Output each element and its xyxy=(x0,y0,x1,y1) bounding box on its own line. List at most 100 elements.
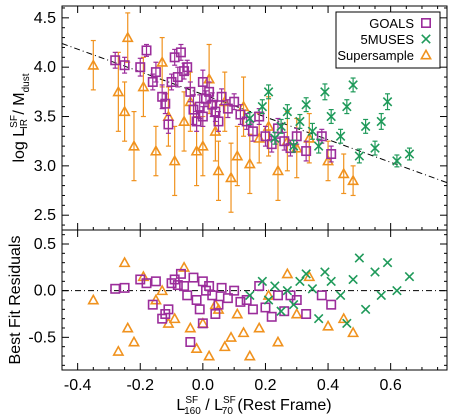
data-point-goals xyxy=(135,57,146,77)
residual-point-5muses xyxy=(257,276,268,287)
legend-marker-supersample xyxy=(420,48,432,60)
xtick-label: 0.6 xyxy=(380,377,402,394)
goals-marker xyxy=(213,116,224,127)
5muses-marker xyxy=(342,101,352,112)
residual-point-5muses xyxy=(354,253,365,263)
residual-point-supersample xyxy=(337,312,350,324)
residual-point-goals xyxy=(254,280,265,291)
legend-marker-5muses xyxy=(421,34,431,44)
residual-point-goals xyxy=(182,290,193,301)
supersample-marker xyxy=(137,80,150,92)
data-point-5muses xyxy=(288,139,299,153)
goals-marker xyxy=(229,96,240,107)
goals-marker xyxy=(135,62,146,73)
5muses-marker xyxy=(307,126,318,137)
5muses-marker xyxy=(335,131,346,142)
residual-point-supersample xyxy=(118,256,131,268)
legend-markers xyxy=(420,17,432,60)
data-point-supersample xyxy=(225,142,238,213)
supersample-marker xyxy=(347,174,360,186)
goals-marker xyxy=(291,131,302,142)
data-point-5muses xyxy=(326,109,336,125)
residual-point-supersample xyxy=(87,293,100,305)
5muses-marker xyxy=(288,141,299,151)
goals-marker xyxy=(222,103,233,114)
bottom-ylabel: Best Fit Residuals xyxy=(7,236,24,365)
goals-marker xyxy=(141,45,152,56)
residual-point-goals xyxy=(110,283,121,294)
residual-point-supersample xyxy=(218,340,231,352)
data-point-5muses xyxy=(282,104,293,120)
goals-marker xyxy=(188,104,199,115)
5muses-marker xyxy=(392,156,402,166)
data-point-5muses xyxy=(320,83,330,101)
data-point-supersample xyxy=(322,140,335,182)
data-point-goals xyxy=(316,128,327,144)
goals-marker xyxy=(110,55,121,66)
goals-marker xyxy=(163,119,174,130)
residual-point-goals xyxy=(301,308,312,319)
residual-point-goals xyxy=(188,272,199,283)
data-point-goals xyxy=(163,114,174,134)
goals-marker xyxy=(160,98,171,109)
residual-point-5muses xyxy=(342,318,352,329)
data-point-5muses xyxy=(313,138,324,154)
data-point-goals xyxy=(235,104,246,126)
data-point-5muses xyxy=(342,99,352,115)
5muses-marker xyxy=(245,113,255,124)
top-ytick-label: 4.0 xyxy=(34,59,56,76)
data-point-supersample xyxy=(149,125,162,177)
residual-point-goals xyxy=(260,302,271,313)
goals-marker xyxy=(207,99,218,110)
data-point-supersample xyxy=(178,91,191,152)
xtick-label: 0.0 xyxy=(192,377,214,394)
residual-point-supersample xyxy=(156,284,169,296)
supersample-marker xyxy=(271,164,284,176)
residual-point-goals xyxy=(197,318,208,329)
bottom-ytick-label: 0.5 xyxy=(34,236,56,253)
data-point-goals xyxy=(182,59,193,75)
residual-point-supersample xyxy=(137,270,150,282)
goals-marker xyxy=(182,62,193,73)
supersample-marker xyxy=(178,115,191,126)
5muses-marker xyxy=(313,141,324,151)
residual-point-goals xyxy=(175,268,186,279)
residual-point-supersample xyxy=(253,321,266,333)
data-point-5muses xyxy=(370,140,380,156)
goals-marker xyxy=(316,131,327,142)
goals-marker xyxy=(200,93,211,104)
top-ylabel: log LSFIR / Mdust xyxy=(9,73,32,162)
data-point-5muses xyxy=(392,154,402,168)
bottom-ytick-label: 0.0 xyxy=(34,283,56,300)
5muses-marker xyxy=(382,96,393,107)
residual-point-goals xyxy=(191,294,202,305)
supersample-marker xyxy=(118,105,131,117)
data-point-goals xyxy=(188,94,199,126)
residual-point-goals xyxy=(179,280,190,291)
data-point-5muses xyxy=(348,77,358,93)
data-point-5muses xyxy=(404,147,415,161)
top-ytick-label: 4.5 xyxy=(34,10,56,27)
data-point-supersample xyxy=(168,125,181,197)
data-point-5muses xyxy=(335,128,346,144)
residual-point-goals xyxy=(229,285,240,296)
supersample-marker xyxy=(303,131,316,143)
supersample-marker xyxy=(337,167,350,179)
data-point-supersample xyxy=(156,36,169,88)
supersample-marker xyxy=(128,139,140,151)
data-point-goals xyxy=(213,110,224,132)
residual-point-supersample xyxy=(225,331,238,342)
data-point-goals xyxy=(141,43,152,57)
goals-marker xyxy=(204,86,215,97)
bottom-panel-points xyxy=(87,253,415,361)
data-point-supersample xyxy=(118,81,131,142)
residual-point-5muses xyxy=(307,284,318,294)
supersample-marker xyxy=(225,171,238,183)
residual-point-5muses xyxy=(295,276,305,287)
xtick-label: -0.2 xyxy=(126,377,154,394)
residual-point-5muses xyxy=(313,313,324,324)
supersample-marker xyxy=(322,154,335,166)
residual-point-supersample xyxy=(231,307,244,319)
data-point-goals xyxy=(204,81,215,103)
